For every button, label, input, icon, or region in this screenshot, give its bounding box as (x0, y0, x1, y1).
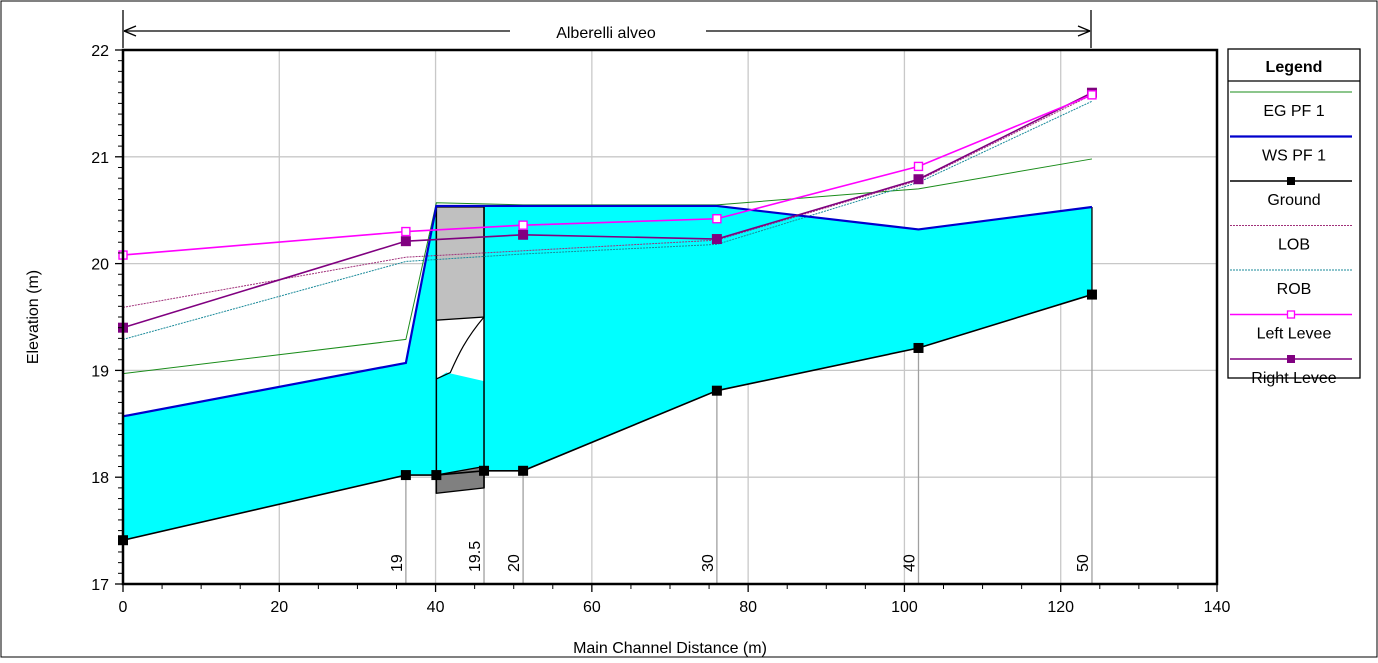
series-line-ground (122, 293, 1093, 541)
station-label: 40 (901, 554, 918, 572)
x-tick-label: 20 (270, 599, 288, 616)
title-group: Alberelli alveo (122, 10, 1092, 48)
x-tick-label: 40 (427, 599, 445, 616)
station-label: 20 (506, 554, 523, 572)
point-right_levee (518, 229, 529, 240)
x-tick-label: 80 (739, 599, 757, 616)
point-left_levee (518, 220, 528, 230)
x-axis: 0 20 40 60 80 100 120 140 (119, 584, 1231, 616)
point-ground (400, 470, 411, 481)
y-tick-label: 17 (91, 577, 109, 594)
legend-label-ground: Ground (1267, 192, 1320, 209)
series-line-right_levee (122, 92, 1093, 329)
x-tick-label: 140 (1204, 599, 1231, 616)
x-axis-label: Main Channel Distance (m) (573, 640, 767, 657)
point-ground (711, 385, 722, 396)
legend-box (1227, 48, 1361, 379)
station-label: 19 (389, 554, 406, 572)
series-line-lob (122, 94, 1093, 308)
y-tick-label: 19 (91, 363, 109, 380)
chart-title: Alberelli alveo (556, 25, 656, 42)
series-line-ws (122, 204, 1093, 418)
legend-label-rob: ROB (1277, 281, 1312, 298)
x-tick-label: 100 (891, 599, 918, 616)
station-label: 30 (700, 554, 717, 572)
point-right_levee (711, 234, 722, 245)
water-surface-fill (123, 205, 1092, 541)
legend-label-lob: LOB (1278, 237, 1310, 254)
legend-label-left_levee: Left Levee (1257, 326, 1332, 343)
bridge-opening-edge (436, 316, 485, 380)
legend-label-right_levee: Right Levee (1251, 370, 1336, 387)
legend-label-eg: EG PF 1 (1263, 103, 1324, 120)
point-ground (518, 465, 529, 476)
point-ground (479, 465, 490, 476)
legend-marker-left_levee (1286, 310, 1296, 319)
point-left_levee (1087, 90, 1097, 100)
y-tick-label: 21 (91, 150, 109, 167)
point-ground (1086, 289, 1097, 300)
y-tick-label: 18 (91, 470, 109, 487)
series-line-rob (122, 100, 1093, 340)
y-tick-label: 20 (91, 257, 109, 274)
series-layer (118, 87, 1097, 546)
point-left_levee (712, 214, 722, 224)
y-axis-label: Elevation (m) (25, 270, 42, 364)
point-right_levee (913, 174, 924, 185)
legend-marker-ground (1287, 177, 1295, 185)
x-tick-label: 0 (119, 599, 128, 616)
x-tick-label: 60 (583, 599, 601, 616)
point-left_levee (401, 226, 411, 237)
point-ground (431, 470, 442, 481)
bridge-deck (435, 206, 485, 321)
station-labels: 19 19.5 20 30 40 50 (389, 541, 1092, 572)
point-right_levee (400, 236, 411, 247)
legend: Legend EG PF 1 WS PF 1 Ground LOB ROB Left Le… (1227, 48, 1361, 387)
y-tick-label: 22 (91, 43, 109, 60)
legend-marker-right_levee (1287, 355, 1295, 363)
station-label: 50 (1075, 554, 1092, 572)
legend-title: Legend (1266, 59, 1323, 76)
point-ground (913, 342, 924, 353)
bridge-layer (435, 206, 485, 494)
x-tick-label: 120 (1047, 599, 1074, 616)
legend-label-ws: WS PF 1 (1262, 148, 1326, 165)
station-lines (405, 294, 1093, 584)
series-line-left_levee (122, 94, 1093, 256)
station-label: 19.5 (467, 541, 484, 572)
point-left_levee (913, 161, 924, 172)
title-arrow-head-right (1077, 25, 1091, 37)
title-arrow-head-left (123, 25, 137, 37)
y-axis: 17 18 19 20 21 22 (91, 43, 123, 594)
